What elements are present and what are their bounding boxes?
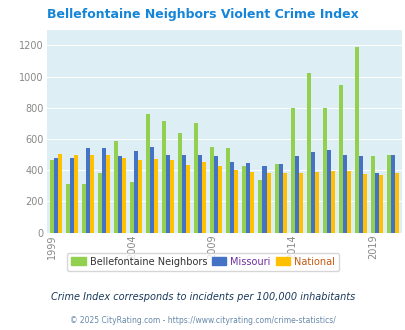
Bar bbox=[378, 175, 382, 233]
Bar bbox=[386, 155, 390, 233]
Bar bbox=[53, 158, 58, 233]
Bar bbox=[246, 163, 250, 233]
Bar bbox=[98, 173, 102, 233]
Bar bbox=[198, 155, 202, 233]
Bar bbox=[294, 156, 298, 233]
Bar bbox=[358, 156, 362, 233]
Bar bbox=[134, 151, 138, 233]
Bar bbox=[210, 147, 214, 233]
Text: © 2025 CityRating.com - https://www.cityrating.com/crime-statistics/: © 2025 CityRating.com - https://www.city… bbox=[70, 316, 335, 325]
Bar bbox=[290, 108, 294, 233]
Bar bbox=[162, 121, 166, 233]
Bar bbox=[278, 164, 282, 233]
Bar bbox=[306, 73, 310, 233]
Bar bbox=[314, 172, 318, 233]
Bar bbox=[117, 156, 121, 233]
Bar bbox=[130, 182, 134, 233]
Bar bbox=[250, 172, 254, 233]
Bar bbox=[149, 147, 153, 233]
Bar bbox=[170, 160, 174, 233]
Bar bbox=[338, 85, 342, 233]
Bar bbox=[226, 148, 230, 233]
Bar bbox=[266, 173, 270, 233]
Bar bbox=[182, 154, 185, 233]
Bar bbox=[69, 158, 73, 233]
Bar bbox=[262, 166, 266, 233]
Bar bbox=[102, 148, 106, 233]
Bar bbox=[258, 181, 262, 233]
Bar bbox=[282, 173, 286, 233]
Bar bbox=[90, 154, 94, 233]
Bar bbox=[138, 160, 142, 233]
Bar bbox=[234, 170, 238, 233]
Bar bbox=[145, 114, 149, 233]
Bar bbox=[106, 155, 109, 233]
Bar bbox=[298, 173, 302, 233]
Bar bbox=[326, 150, 330, 233]
Bar bbox=[214, 156, 218, 233]
Bar bbox=[346, 171, 350, 233]
Bar bbox=[113, 141, 117, 233]
Bar bbox=[194, 123, 198, 233]
Bar bbox=[85, 148, 90, 233]
Bar bbox=[390, 155, 394, 233]
Bar bbox=[66, 184, 69, 233]
Bar bbox=[354, 47, 358, 233]
Bar bbox=[202, 162, 206, 233]
Bar bbox=[218, 166, 222, 233]
Bar bbox=[362, 174, 366, 233]
Text: Bellefontaine Neighbors Violent Crime Index: Bellefontaine Neighbors Violent Crime In… bbox=[47, 8, 358, 21]
Bar bbox=[342, 154, 346, 233]
Bar bbox=[322, 108, 326, 233]
Bar bbox=[166, 154, 170, 233]
Legend: Bellefontaine Neighbors, Missouri, National: Bellefontaine Neighbors, Missouri, Natio… bbox=[67, 253, 338, 271]
Bar bbox=[242, 166, 246, 233]
Bar bbox=[185, 165, 190, 233]
Bar bbox=[274, 164, 278, 233]
Bar bbox=[73, 154, 77, 233]
Bar bbox=[49, 160, 53, 233]
Bar bbox=[81, 184, 85, 233]
Bar bbox=[153, 159, 158, 233]
Text: Crime Index corresponds to incidents per 100,000 inhabitants: Crime Index corresponds to incidents per… bbox=[51, 292, 354, 302]
Bar bbox=[178, 133, 182, 233]
Bar bbox=[58, 154, 62, 233]
Bar bbox=[230, 162, 234, 233]
Bar bbox=[310, 152, 314, 233]
Bar bbox=[330, 171, 334, 233]
Bar bbox=[122, 158, 126, 233]
Bar bbox=[370, 156, 374, 233]
Bar bbox=[394, 173, 398, 233]
Bar bbox=[374, 173, 378, 233]
